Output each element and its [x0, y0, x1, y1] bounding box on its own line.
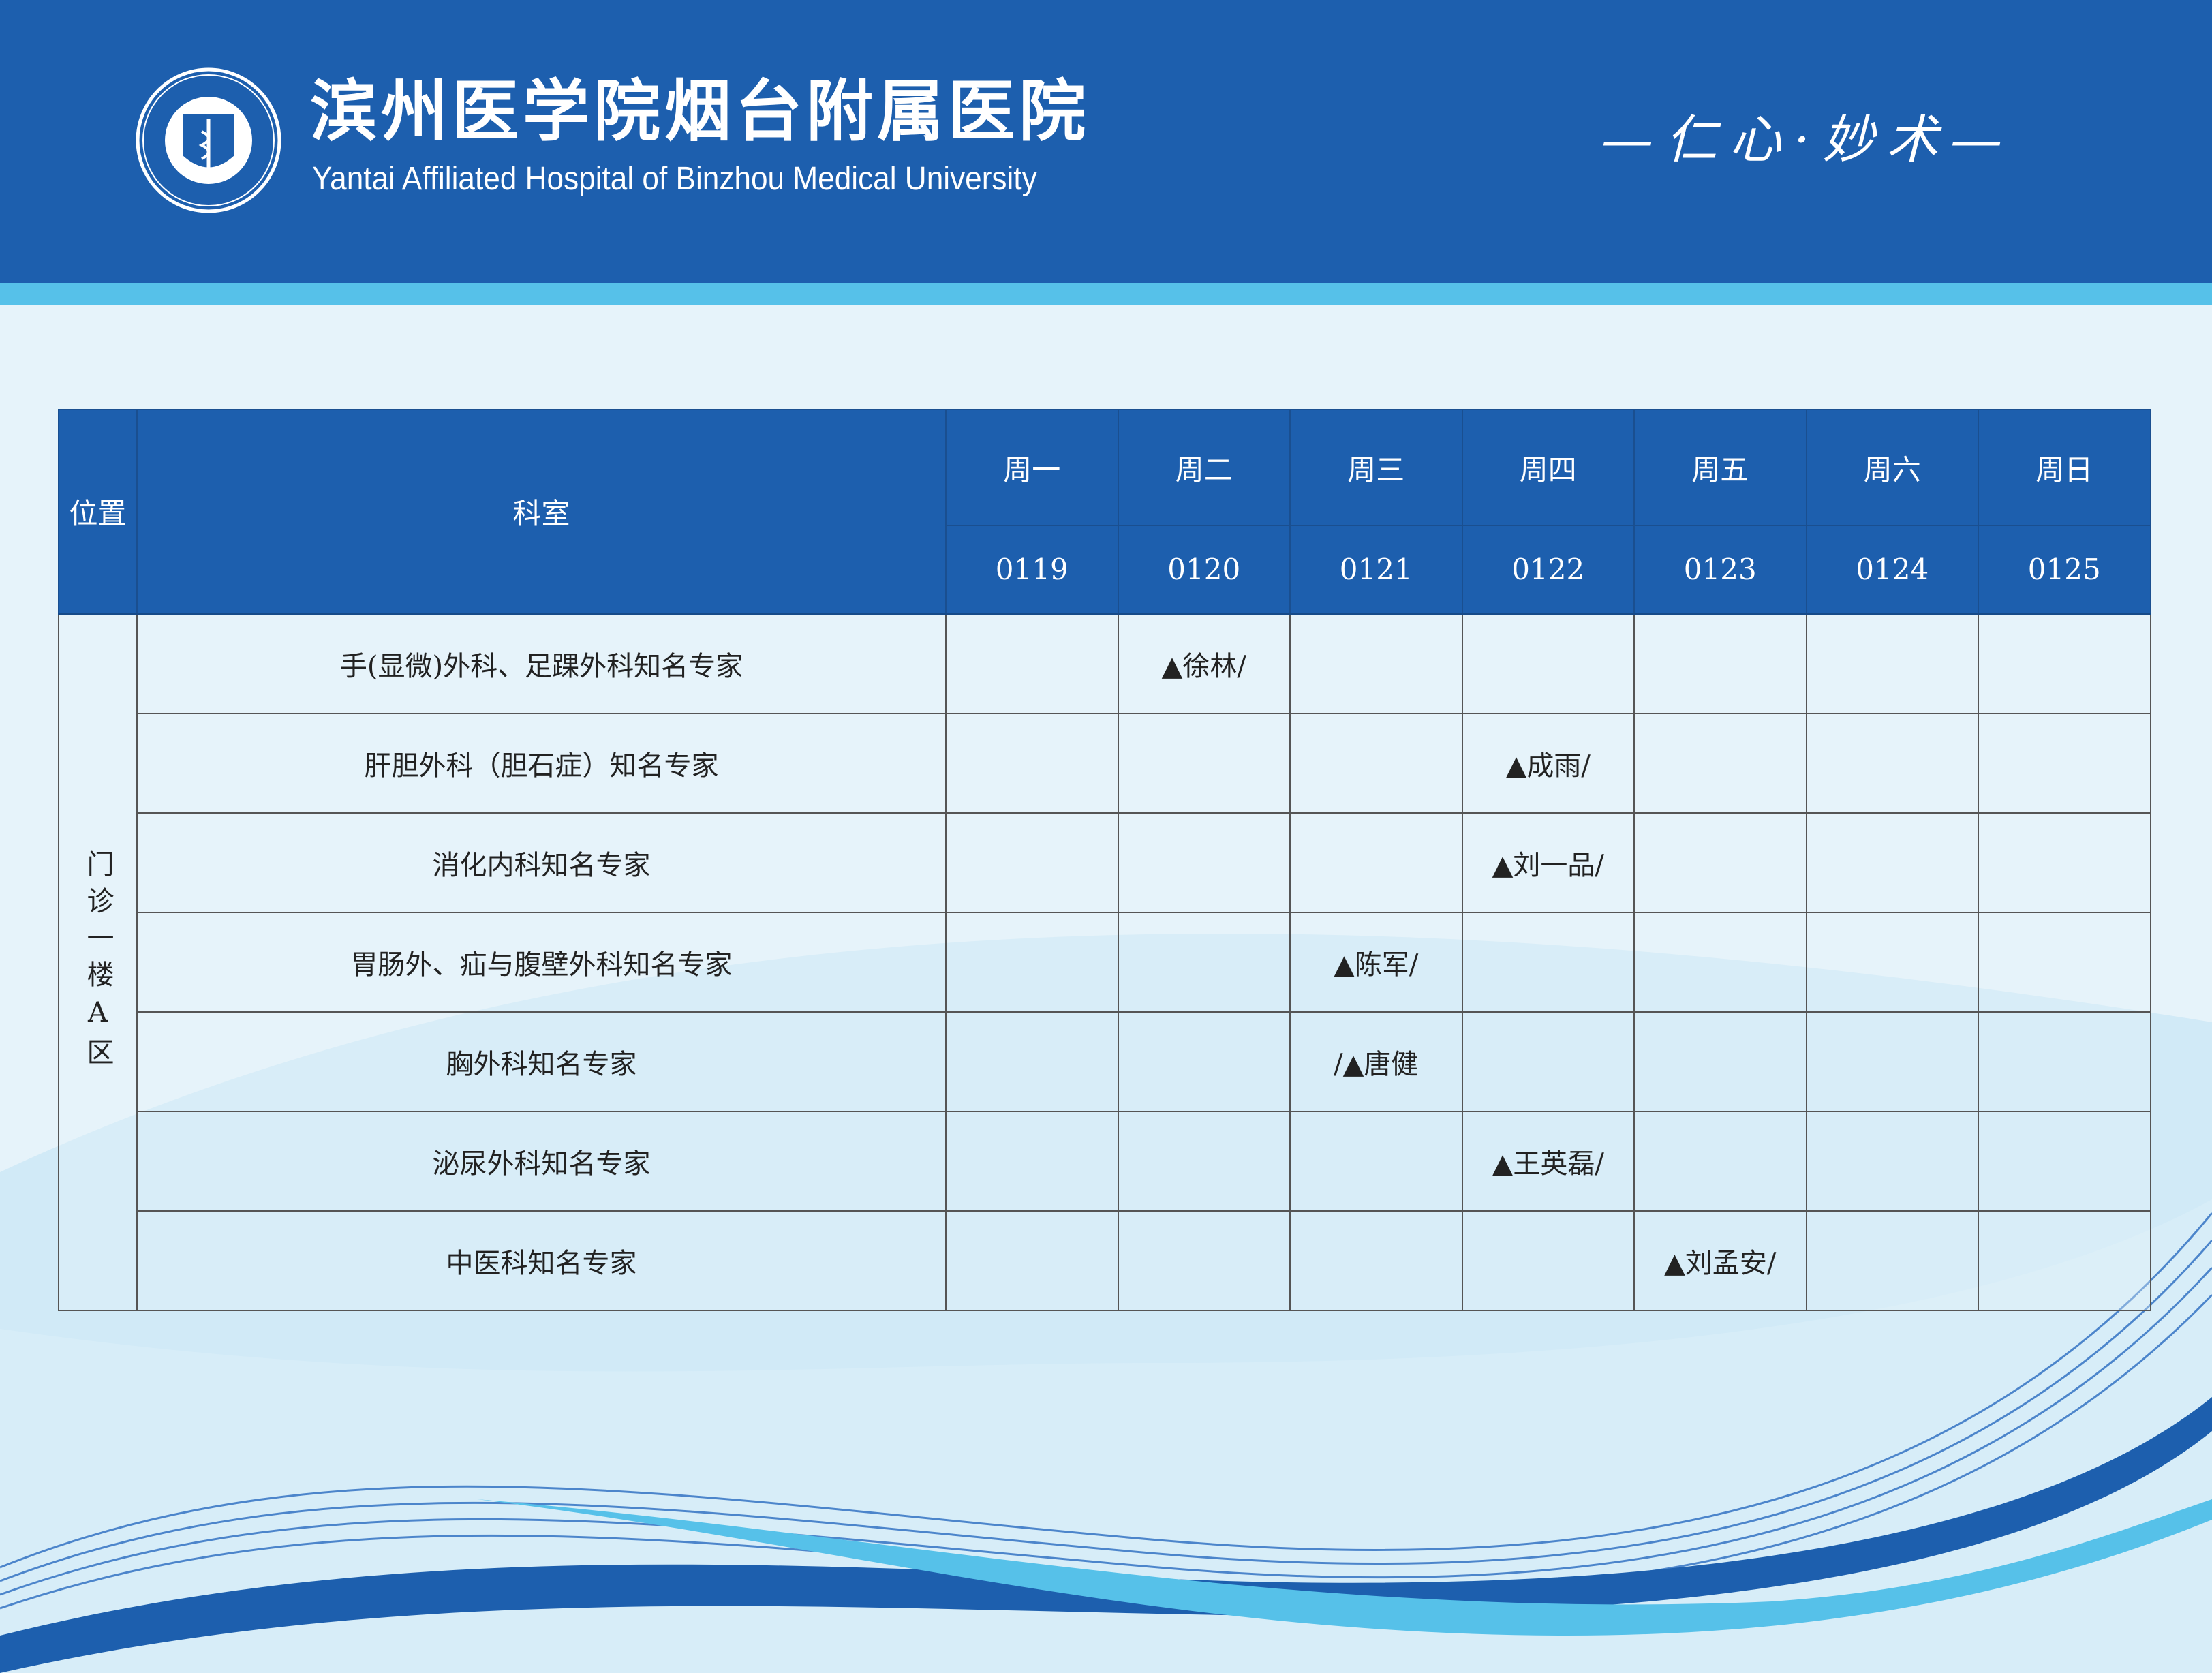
- header-banner: [0, 0, 2212, 283]
- schedule-cell: [1978, 1210, 2151, 1311]
- hospital-seal-logo: [136, 67, 281, 213]
- schedule-cell: ▲王英磊/: [1461, 1111, 1635, 1212]
- date-header: 0122: [1461, 525, 1635, 615]
- department-cell: 泌尿外科知名专家: [136, 1111, 947, 1212]
- schedule-cell: [1289, 1210, 1463, 1311]
- motto: —仁心·妙术—: [1601, 109, 2015, 170]
- weekday-header: 周日: [1978, 409, 2151, 526]
- weekday-header: 周一: [945, 409, 1119, 526]
- date-header: 0121: [1289, 525, 1463, 615]
- schedule-cell: [1461, 1011, 1635, 1112]
- schedule-cell: ▲刘一品/: [1461, 812, 1635, 913]
- weekday-header: 周六: [1805, 409, 1979, 526]
- expert-schedule-table: 位置 科室 周一 周二 周三 周四 周五 周六 周日 0119 0120 012…: [58, 409, 2151, 1311]
- schedule-cell: [1978, 613, 2151, 714]
- weekday-header: 周二: [1117, 409, 1291, 526]
- schedule-cell: [1978, 1111, 2151, 1212]
- schedule-cell: ▲刘孟安/: [1633, 1210, 1807, 1311]
- schedule-cell: ▲成雨/: [1461, 713, 1635, 814]
- schedule-cell: [1633, 713, 1807, 814]
- location-header: 位置: [58, 409, 138, 615]
- department-cell: 手(显微)外科、足踝外科知名专家: [136, 613, 947, 714]
- department-cell: 胃肠外、疝与腹壁外科知名专家: [136, 912, 947, 1013]
- schedule-cell: [1461, 613, 1635, 714]
- schedule-cell: [945, 912, 1119, 1013]
- department-cell: 肝胆外科（胆石症）知名专家: [136, 713, 947, 814]
- schedule-cell: ▲陈军/: [1289, 912, 1463, 1013]
- schedule-cell: [1978, 812, 2151, 913]
- schedule-cell: [945, 1210, 1119, 1311]
- table-row: 消化内科知名专家 ▲刘一品/: [59, 812, 2151, 913]
- department-cell: 消化内科知名专家: [136, 812, 947, 913]
- schedule-cell: [1805, 1111, 1979, 1212]
- schedule-cell: [1805, 1210, 1979, 1311]
- schedule-cell: [1117, 1011, 1291, 1112]
- schedule-cell: [1633, 1011, 1807, 1112]
- schedule-cell: [945, 812, 1119, 913]
- schedule-cell: [1461, 1210, 1635, 1311]
- department-header: 科室: [136, 409, 947, 615]
- schedule-cell: [1805, 812, 1979, 913]
- header-stripe: [0, 283, 2212, 305]
- schedule-cell: [1805, 713, 1979, 814]
- schedule-cell: [1805, 1011, 1979, 1112]
- department-cell: 胸外科知名专家: [136, 1011, 947, 1112]
- schedule-cell: [1978, 1011, 2151, 1112]
- table-row: 中医科知名专家 ▲刘孟安/: [59, 1210, 2151, 1311]
- weekday-header: 周三: [1289, 409, 1463, 526]
- weekday-header: 周五: [1633, 409, 1807, 526]
- table-row: 门诊一楼A区 手(显微)外科、足踝外科知名专家 ▲徐林/: [58, 613, 2151, 1311]
- date-header: 0120: [1117, 525, 1291, 615]
- schedule-cell: [1289, 812, 1463, 913]
- date-header: 0119: [945, 525, 1119, 615]
- schedule-cell: [1289, 613, 1463, 714]
- schedule-cell: [1633, 613, 1807, 714]
- schedule-cell: [1117, 812, 1291, 913]
- schedule-cell: [945, 1111, 1119, 1212]
- schedule-cell: [1633, 912, 1807, 1013]
- schedule-cell: [1805, 613, 1979, 714]
- schedule-cell: [945, 713, 1119, 814]
- schedule-cell: [1289, 1111, 1463, 1212]
- schedule-cell: [1117, 1210, 1291, 1311]
- schedule-cell: [1978, 713, 2151, 814]
- schedule-cell: /▲唐健: [1289, 1011, 1463, 1112]
- schedule-cell: [1117, 912, 1291, 1013]
- schedule-cell: [1461, 912, 1635, 1013]
- schedule-cell: [945, 1011, 1119, 1112]
- date-header: 0123: [1633, 525, 1807, 615]
- schedule-cell: [945, 613, 1119, 714]
- table-row: 胸外科知名专家 /▲唐健: [59, 1011, 2151, 1112]
- date-header: 0124: [1805, 525, 1979, 615]
- hospital-name-en: Yantai Affiliated Hospital of Binzhou Me…: [312, 161, 1037, 197]
- hospital-name-cn: 滨州医学院烟台附属医院: [310, 72, 1090, 151]
- schedule-cell: [1289, 713, 1463, 814]
- schedule-cell: [1978, 912, 2151, 1013]
- department-cell: 中医科知名专家: [136, 1210, 947, 1311]
- schedule-cell: [1633, 812, 1807, 913]
- table-row: 泌尿外科知名专家 ▲王英磊/: [59, 1111, 2151, 1212]
- schedule-cell: [1117, 713, 1291, 814]
- schedule-cell: ▲徐林/: [1117, 613, 1291, 714]
- schedule-cell: [1633, 1111, 1807, 1212]
- table-row: 肝胆外科（胆石症）知名专家 ▲成雨/: [59, 713, 2151, 814]
- location-cell: 门诊一楼A区: [58, 613, 138, 1311]
- weekday-header: 周四: [1461, 409, 1635, 526]
- date-header: 0125: [1978, 525, 2151, 615]
- schedule-cell: [1805, 912, 1979, 1013]
- table-row: 胃肠外、疝与腹壁外科知名专家 ▲陈军/: [59, 912, 2151, 1013]
- schedule-cell: [1117, 1111, 1291, 1212]
